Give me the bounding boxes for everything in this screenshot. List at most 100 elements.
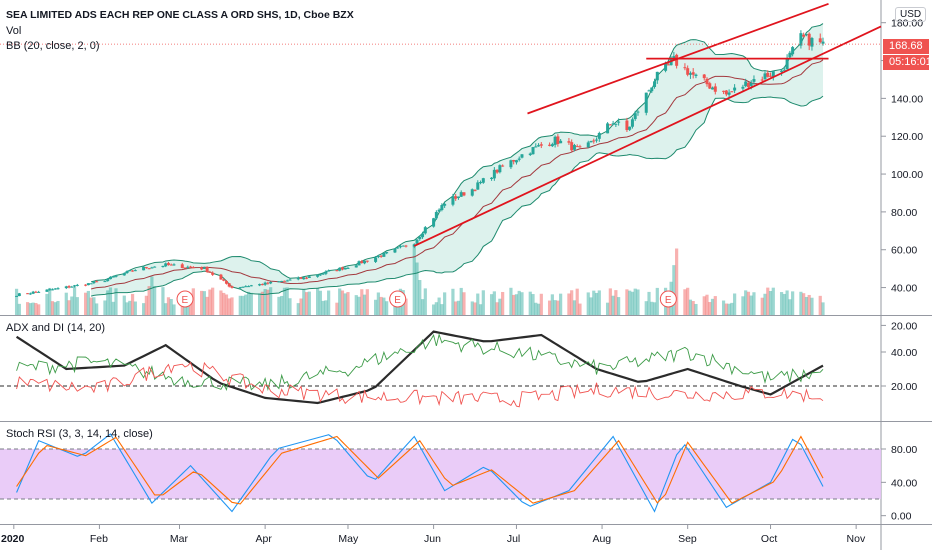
- volume-bar: [572, 300, 577, 315]
- time-tick-label: Jul: [507, 533, 520, 545]
- candle-body: [277, 281, 281, 283]
- countdown-tag: 05:16:01: [883, 55, 932, 70]
- volume-bar: [103, 300, 107, 315]
- candle-body: [285, 280, 289, 282]
- candle-body: [553, 136, 557, 145]
- time-tick-label: Oct: [761, 533, 777, 545]
- volume-bar: [520, 292, 524, 315]
- volume-bar: [821, 302, 825, 315]
- volume-bar: [539, 293, 543, 315]
- candle-body: [84, 284, 88, 286]
- volume-bar: [476, 293, 480, 315]
- volume-bar: [804, 296, 809, 315]
- volume-bar: [473, 302, 477, 315]
- volume-bar: [150, 276, 154, 315]
- candle-body: [340, 267, 344, 270]
- candle-body: [517, 158, 521, 160]
- volume-bar: [517, 290, 521, 315]
- volume-bar: [316, 287, 320, 315]
- candle-body: [288, 279, 292, 281]
- candle-body: [401, 245, 405, 247]
- volume-bar: [655, 287, 659, 315]
- candle-body: [534, 146, 538, 148]
- candle-body: [108, 276, 112, 280]
- candle-body: [440, 205, 444, 211]
- candle-body: [481, 178, 485, 183]
- candle-body: [611, 123, 615, 125]
- candle-body: [379, 255, 383, 257]
- candle-body: [575, 146, 579, 148]
- volume-bar: [84, 292, 88, 315]
- volume-bar: [307, 291, 311, 315]
- candle-body: [365, 260, 369, 262]
- volume-bar: [688, 299, 693, 315]
- volume-bar: [266, 289, 270, 315]
- candle-body: [437, 209, 441, 212]
- volume-bar: [791, 291, 795, 315]
- stoch-rsi-label: Stoch RSI (3, 3, 14, 14, close): [6, 428, 153, 440]
- candle-body: [802, 34, 806, 37]
- volume-bar: [161, 287, 165, 315]
- candle-body: [34, 291, 38, 293]
- volume-bar: [125, 302, 129, 315]
- candle-body: [202, 267, 206, 269]
- volume-bar: [434, 302, 438, 315]
- candle-body: [191, 267, 195, 269]
- volume-bar: [492, 291, 496, 315]
- candle-body: [644, 92, 648, 113]
- axes-layer: 180.00160.00140.00120.00100.0080.0060.00…: [1, 18, 923, 545]
- volume-bar: [95, 303, 99, 315]
- candle-body: [172, 264, 176, 266]
- volume-bar: [26, 302, 30, 315]
- candle-body: [324, 271, 328, 274]
- candle-body: [219, 274, 223, 280]
- candle-body: [247, 286, 251, 288]
- candle-body: [713, 86, 717, 92]
- candle-body: [614, 123, 618, 125]
- volume-bar: [186, 302, 190, 315]
- candle-body: [686, 68, 690, 75]
- volume-bar: [70, 296, 74, 315]
- time-tick-label: Jun: [424, 533, 441, 545]
- time-tick-label: 2020: [1, 533, 25, 545]
- volume-bar: [694, 303, 698, 315]
- rsi-tick-label: 80.00: [891, 444, 917, 456]
- bollinger-fill: [91, 23, 824, 297]
- volume-bar: [672, 265, 676, 315]
- volume-bar: [650, 301, 654, 315]
- candle-body: [451, 196, 455, 205]
- candle-body: [106, 279, 110, 282]
- candle-body: [131, 270, 135, 272]
- candle-body: [258, 284, 262, 286]
- candle-body: [299, 277, 303, 279]
- candle-body: [492, 169, 496, 179]
- volume-bar: [550, 294, 554, 315]
- candle-body: [501, 165, 505, 167]
- candle-body: [559, 140, 563, 144]
- volume-bar: [724, 303, 728, 315]
- candle-body: [269, 281, 273, 284]
- volume-bar: [106, 290, 110, 315]
- adx-pane[interactable]: [0, 330, 881, 408]
- volume-bar: [321, 300, 325, 315]
- candle-body: [636, 111, 640, 113]
- volume-bar: [31, 302, 35, 315]
- volume-label: Vol: [6, 25, 22, 37]
- candle-body: [807, 33, 811, 46]
- candle-body: [180, 264, 184, 268]
- candle-body: [230, 286, 234, 288]
- candle-body: [490, 177, 494, 180]
- candle-body: [653, 81, 657, 88]
- stoch-rsi-pane[interactable]: [0, 433, 881, 513]
- candle-body: [708, 83, 712, 89]
- rsi-tick-label: 0.00: [891, 511, 912, 523]
- volume-bar: [222, 292, 226, 315]
- candle-body: [537, 145, 541, 147]
- volume-bar: [686, 287, 690, 315]
- candle-body: [724, 90, 728, 95]
- volume-bar: [92, 297, 96, 315]
- candle-body: [382, 252, 386, 257]
- volume-bar: [779, 292, 784, 315]
